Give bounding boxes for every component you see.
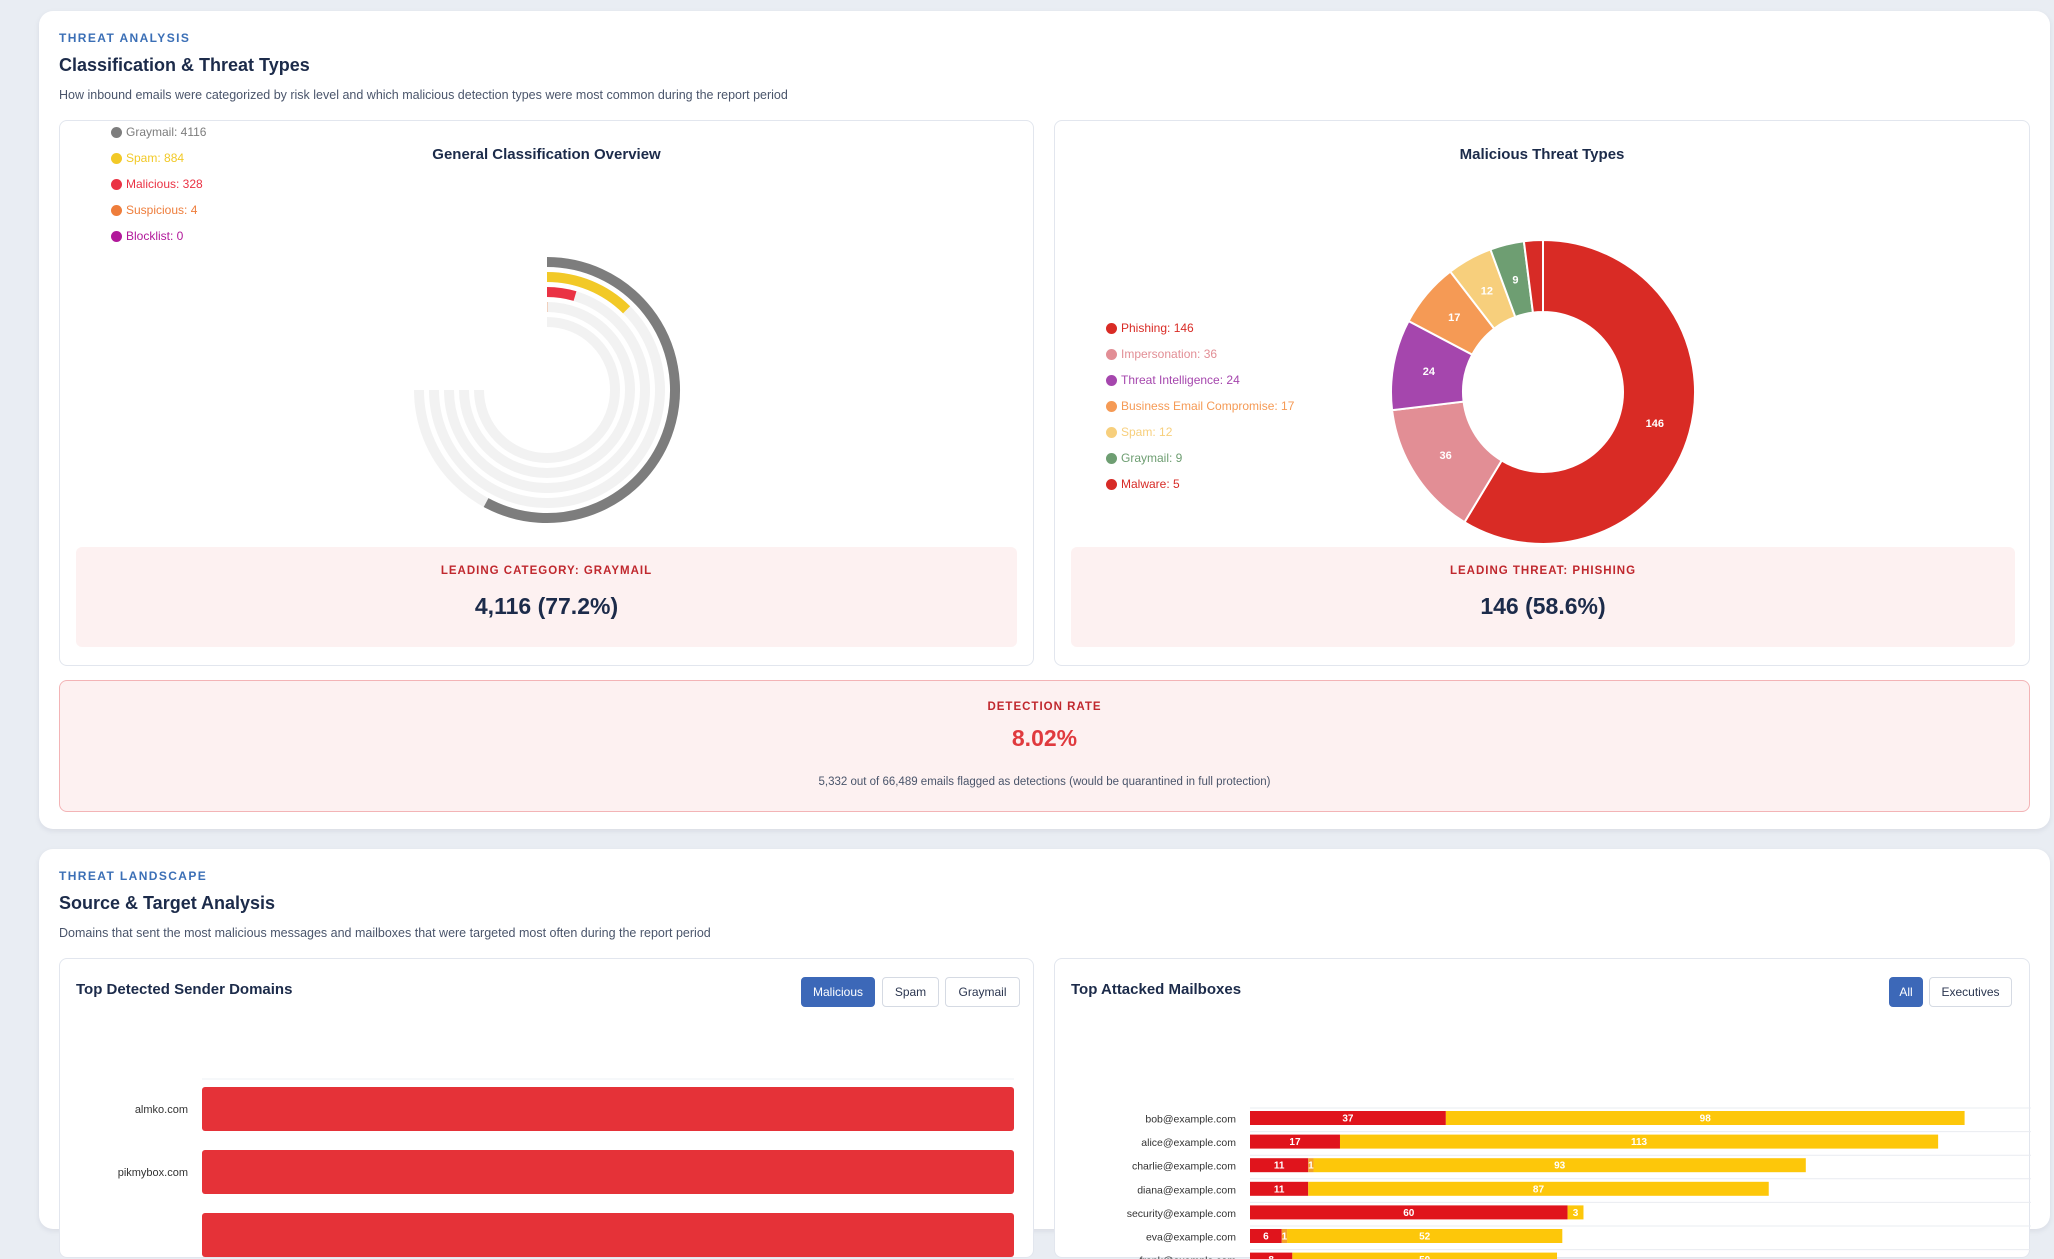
legend-label: Spam: 884 [126, 151, 184, 165]
pie-slice-label: 146 [1646, 418, 1664, 430]
mailbox-bar-label: 60 [1403, 1208, 1415, 1219]
radial-track [479, 322, 615, 458]
detection-rate-box: DETECTION RATE 8.02% 5,332 out of 66,489… [59, 680, 2030, 812]
pie-slice-label: 24 [1423, 366, 1436, 378]
mailbox-tick-label: eva@example.com [1146, 1232, 1236, 1244]
leading-category-box: LEADING CATEGORY: GRAYMAIL 4,116 (77.2%) [76, 547, 1017, 647]
mailbox-bar-label: 113 [1631, 1137, 1648, 1148]
domain-tick-label: pikmybox.com [118, 1167, 188, 1179]
section-eyebrow: THREAT ANALYSIS [59, 31, 190, 45]
leading-threat-label: LEADING THREAT: PHISHING [1071, 565, 2015, 577]
pie-slice-label: 9 [1512, 274, 1518, 286]
section-title: Classification & Threat Types [59, 55, 310, 76]
section-subtitle: Domains that sent the most malicious mes… [59, 926, 711, 940]
landscape-panel: THREAT LANDSCAPE Source & Target Analysi… [39, 849, 2050, 1229]
pie-slice-label: 17 [1448, 312, 1460, 324]
classification-panel: THREAT ANALYSIS Classification & Threat … [39, 11, 2050, 829]
mailbox-bar-label: 1 [1308, 1161, 1314, 1172]
filter-graymail-button[interactable]: Graymail [945, 977, 1020, 1007]
domain-bar [202, 1213, 1014, 1257]
radial-track [464, 307, 630, 473]
chart-title: Top Attacked Mailboxes [1071, 981, 1241, 998]
legend-item[interactable]: Spam: 884 [111, 145, 206, 171]
leading-threat-value: 146 (58.6%) [1071, 593, 2015, 620]
mailbox-tick-label: alice@example.com [1141, 1137, 1236, 1149]
chart-title: Top Detected Sender Domains [76, 981, 292, 998]
mailbox-bar-label: 50 [1419, 1255, 1431, 1259]
legend-dot [111, 127, 122, 138]
pie-slice-label: 12 [1481, 285, 1493, 297]
section-eyebrow: THREAT LANDSCAPE [59, 869, 207, 883]
leading-category-label: LEADING CATEGORY: GRAYMAIL [76, 565, 1017, 577]
leading-threat-box: LEADING THREAT: PHISHING 146 (58.6%) [1071, 547, 2015, 647]
mailbox-bar-label: 8 [1268, 1255, 1274, 1259]
mailbox-bar-label: 6 [1263, 1232, 1269, 1243]
legend-dot [111, 153, 122, 164]
domain-tick-label: almko.com [135, 1104, 188, 1116]
chart-title: Malicious Threat Types [1055, 146, 2029, 163]
filter-executives-button[interactable]: Executives [1929, 977, 2012, 1007]
mailbox-bar-label: 98 [1700, 1114, 1712, 1125]
domain-bar [202, 1087, 1014, 1131]
detection-rate-label: DETECTION RATE [60, 701, 2029, 713]
mailbox-bar-label: 93 [1554, 1161, 1566, 1172]
detection-rate-value: 8.02% [60, 725, 2029, 752]
mailbox-bar-label: 87 [1533, 1184, 1545, 1195]
domain-bar [202, 1150, 1014, 1194]
general-classification-card: General Classification Overview Graymail… [59, 120, 1034, 666]
radial-bar-malicious [547, 292, 575, 296]
mailbox-bar-label: 1 [1282, 1232, 1288, 1243]
mailbox-tick-label: charlie@example.com [1132, 1161, 1236, 1173]
leading-category-value: 4,116 (77.2%) [76, 593, 1017, 620]
mailbox-bar-label: 11 [1274, 1184, 1285, 1195]
mailbox-bar-label: 37 [1342, 1114, 1354, 1125]
mailbox-tick-label: security@example.com [1127, 1208, 1237, 1220]
detection-rate-note: 5,332 out of 66,489 emails flagged as de… [60, 776, 2029, 788]
mailbox-tick-label: diana@example.com [1137, 1184, 1236, 1196]
mailbox-bar-label: 3 [1573, 1208, 1579, 1219]
sender-domains-chart: almko.com pikmybox.com [60, 1009, 1035, 1259]
filter-spam-button[interactable]: Spam [882, 977, 939, 1007]
attacked-mailboxes-card: Top Attacked Mailboxes All Executives bo… [1054, 958, 2030, 1258]
legend-label: Graymail: 4116 [126, 125, 206, 139]
mailbox-bar-label: 11 [1274, 1161, 1285, 1172]
classification-radial-chart [60, 181, 1035, 581]
pie-slice-label: 36 [1439, 450, 1451, 462]
filter-malicious-button[interactable]: Malicious [801, 977, 875, 1007]
sender-domains-card: Top Detected Sender Domains Malicious Sp… [59, 958, 1034, 1258]
mailbox-bar-label: 17 [1289, 1137, 1301, 1148]
legend-item[interactable]: Graymail: 4116 [111, 119, 206, 145]
threat-pie-chart: 146 36 24 17 12 9 [1055, 181, 2031, 581]
filter-all-button[interactable]: All [1889, 977, 1923, 1007]
mailbox-bar-label: 52 [1419, 1232, 1431, 1243]
section-subtitle: How inbound emails were categorized by r… [59, 88, 788, 102]
mailbox-tick-label: bob@example.com [1145, 1114, 1236, 1126]
mailbox-tick-label: frank@example.com [1140, 1255, 1237, 1259]
section-title: Source & Target Analysis [59, 893, 275, 914]
